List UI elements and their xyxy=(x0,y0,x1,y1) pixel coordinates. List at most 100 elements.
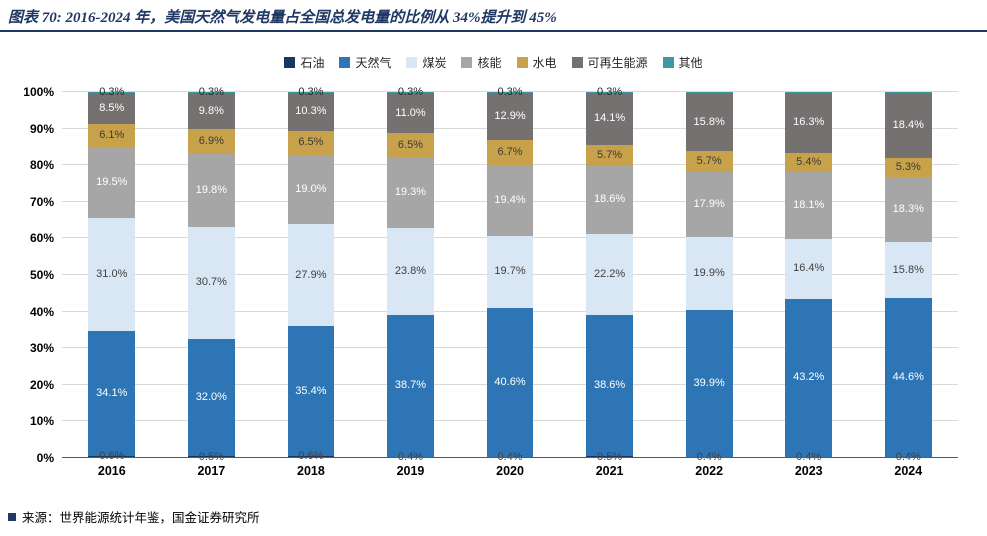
value-label-nuclear: 18.1% xyxy=(793,199,825,212)
bar-segment-natural-gas: 35.4% xyxy=(287,326,335,456)
value-label-oil: 0.5% xyxy=(198,450,224,463)
bar-segment-natural-gas: 40.6% xyxy=(486,307,534,457)
y-tick-label: 60% xyxy=(29,231,54,246)
value-label-hydro: 6.7% xyxy=(497,146,523,159)
legend-swatch-nuclear xyxy=(461,57,473,68)
y-tick-label: 70% xyxy=(29,194,54,209)
legend-item-hydro: 水电 xyxy=(516,54,557,71)
bar-segment-other: 0.3% xyxy=(586,87,633,98)
value-label-oil: 0.6% xyxy=(298,451,323,462)
bar-segment-renewables: 11.0% xyxy=(387,93,434,134)
stacked-bar: 0.5% 38.6% 22.2% 18.6% 5.7% 14.1% 0.3% xyxy=(586,87,633,462)
bar-segment-hydro: 5.3% xyxy=(884,158,932,178)
bar-segment-coal: 31.0% xyxy=(88,217,136,332)
value-label-coal: 27.9% xyxy=(295,268,327,281)
value-label-oil: 0.4% xyxy=(397,450,423,463)
value-label-coal: 22.2% xyxy=(593,267,626,280)
y-tick-label: 90% xyxy=(29,121,54,136)
value-label-other: 0.3% xyxy=(198,86,224,99)
bar-segment-natural-gas: 44.6% xyxy=(884,298,932,457)
value-label-natural-gas: 43.2% xyxy=(793,371,825,384)
legend-label-nuclear: 核能 xyxy=(477,56,502,70)
bar-segment-natural-gas: 32.0% xyxy=(187,339,235,457)
bar-segment-coal: 16.4% xyxy=(785,238,833,299)
value-label-renewables: 9.8% xyxy=(198,104,224,117)
value-label-oil: 0.5% xyxy=(597,450,623,463)
bar-segment-renewables: 16.3% xyxy=(785,93,833,153)
value-label-hydro: 6.5% xyxy=(397,138,423,151)
value-label-nuclear: 19.8% xyxy=(195,183,227,196)
value-label-hydro: 6.9% xyxy=(198,135,224,148)
bar-segment-nuclear: 19.4% xyxy=(486,164,534,236)
value-label-natural-gas: 40.6% xyxy=(494,375,526,388)
bar-segment-other: 0.3% xyxy=(287,87,335,98)
y-tick-label: 30% xyxy=(29,341,54,356)
legend-swatch-renewables xyxy=(571,57,583,68)
value-label-coal: 19.9% xyxy=(693,267,725,280)
bar-segment-nuclear: 18.1% xyxy=(785,172,833,239)
source-note: 来源：世界能源统计年鉴，国金证券研究所 xyxy=(8,507,260,526)
legend-label-coal: 煤炭 xyxy=(422,56,447,70)
bar-slot: 0.4% 39.9% 19.9% 17.9% 5.7% 15.8% xyxy=(659,92,759,462)
bar-segment-coal: 22.2% xyxy=(586,233,633,315)
bar-segment-hydro: 5.7% xyxy=(586,144,633,166)
value-label-other: 0.3% xyxy=(597,86,623,99)
legend-swatch-other xyxy=(662,57,674,68)
value-label-oil: 0.6% xyxy=(99,451,124,462)
stacked-bar: 0.6% 35.4% 27.9% 19.0% 6.5% 10.3% 0.3% xyxy=(287,87,335,462)
bar-segment-oil: 0.6% xyxy=(88,451,136,462)
value-label-hydro: 5.7% xyxy=(696,154,722,167)
bar-segment-other: 0.3% xyxy=(187,87,235,98)
bar-slot: 0.6% 35.4% 27.9% 19.0% 6.5% 10.3% 0.3% xyxy=(261,87,361,462)
stacked-bar: 0.4% 39.9% 19.9% 17.9% 5.7% 15.8% xyxy=(685,92,733,462)
bar-segment-coal: 19.7% xyxy=(486,235,534,308)
bar-segment-renewables: 14.1% xyxy=(586,93,633,145)
value-label-nuclear: 18.6% xyxy=(593,193,626,206)
bar-segment-nuclear: 19.5% xyxy=(88,146,136,218)
value-label-renewables: 11.0% xyxy=(395,106,426,119)
value-label-nuclear: 19.5% xyxy=(96,175,128,188)
value-label-other: 0.3% xyxy=(99,86,125,99)
bar-segment-hydro: 5.7% xyxy=(685,151,733,172)
bar-segment-nuclear: 18.6% xyxy=(586,165,633,234)
x-axis-label: 2020 xyxy=(496,464,524,478)
value-label-hydro: 6.5% xyxy=(298,136,324,149)
legend-item-oil: 石油 xyxy=(284,54,324,71)
value-label-renewables: 12.9% xyxy=(494,110,526,123)
bar-segment-coal: 19.9% xyxy=(685,237,733,311)
bar-segment-renewables: 12.9% xyxy=(486,93,534,141)
plot-area: 0.6% 34.1% 31.0% 19.5% 6.1% 8.5% 0.3% 0.5% 32.0%… xyxy=(62,87,958,462)
value-label-renewables: 10.3% xyxy=(295,105,327,118)
value-label-natural-gas: 44.6% xyxy=(892,370,924,383)
bar-segment-other xyxy=(884,92,932,94)
x-axis-label: 2018 xyxy=(297,464,325,478)
value-label-nuclear: 18.3% xyxy=(892,203,924,216)
x-axis-label: 2023 xyxy=(794,464,823,478)
stacked-bar: 0.4% 43.2% 16.4% 18.1% 5.4% 16.3% xyxy=(785,92,833,462)
legend-label-other: 其他 xyxy=(678,56,703,70)
bar-segment-hydro: 6.1% xyxy=(88,124,136,147)
bar-slot: 0.4% 43.2% 16.4% 18.1% 5.4% 16.3% xyxy=(759,92,859,462)
bar-segment-nuclear: 19.3% xyxy=(387,157,434,228)
y-tick-label: 0% xyxy=(36,451,54,465)
value-label-other: 0.3% xyxy=(397,86,423,99)
value-label-renewables: 18.4% xyxy=(892,119,924,132)
legend-item-other: 其他 xyxy=(662,54,703,71)
legend-swatch-hydro xyxy=(516,57,528,68)
value-label-renewables: 16.3% xyxy=(793,116,825,129)
value-label-oil: 0.4% xyxy=(497,450,523,463)
bar-segment-other xyxy=(785,92,833,94)
bar-segment-hydro: 6.5% xyxy=(387,133,434,158)
x-axis-label: 2021 xyxy=(595,464,624,478)
x-axis-line xyxy=(62,457,958,458)
value-label-hydro: 5.4% xyxy=(796,156,822,169)
value-label-natural-gas: 34.1% xyxy=(96,386,128,399)
x-axis-label: 2016 xyxy=(97,464,126,478)
value-label-hydro: 6.1% xyxy=(99,128,125,141)
value-label-renewables: 15.8% xyxy=(693,115,725,128)
stacked-bar: 0.4% 40.6% 19.7% 19.4% 6.7% 12.9% 0.3% xyxy=(486,87,534,462)
bar-segment-oil: 0.6% xyxy=(287,451,335,462)
legend-label-renewables: 可再生能源 xyxy=(587,56,648,70)
source-text: 来源：世界能源统计年鉴，国金证券研究所 xyxy=(22,511,260,525)
x-axis-label: 2024 xyxy=(894,464,923,478)
